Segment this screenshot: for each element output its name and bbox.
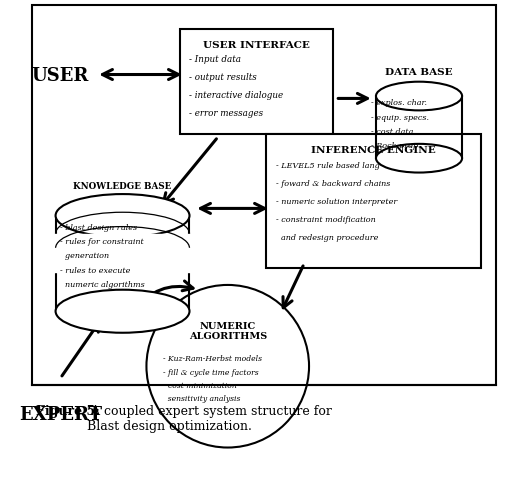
FancyBboxPatch shape	[376, 97, 462, 159]
Text: - rules for constraint: - rules for constraint	[60, 238, 144, 246]
Text: - cost minimization: - cost minimization	[163, 381, 237, 389]
FancyBboxPatch shape	[32, 6, 495, 385]
Text: - error messages: - error messages	[189, 109, 264, 118]
Text: - explos. char.: - explos. char.	[371, 99, 427, 107]
Text: - foward & backward chains: - foward & backward chains	[276, 180, 390, 187]
Text: - cost data: - cost data	[371, 128, 413, 136]
Text: USER INTERFACE: USER INTERFACE	[203, 40, 310, 49]
Text: and redesign procedure: and redesign procedure	[276, 234, 378, 242]
Ellipse shape	[55, 195, 189, 238]
Text: - Input data: - Input data	[189, 55, 242, 64]
Text: - Kuz-Ram-Herbst models: - Kuz-Ram-Herbst models	[163, 355, 262, 362]
Ellipse shape	[55, 290, 189, 333]
Text: - blast design rules: - blast design rules	[60, 223, 137, 231]
FancyBboxPatch shape	[180, 30, 333, 135]
Text: A coupled expert system structure for
Blast design optimization.: A coupled expert system structure for Bl…	[87, 405, 331, 432]
Text: - equip. specs.: - equip. specs.	[371, 114, 429, 121]
Text: - Rock prop.: - Rock prop.	[371, 142, 421, 150]
Text: EXPERT: EXPERT	[19, 405, 102, 423]
Ellipse shape	[376, 144, 462, 173]
Text: NUMERIC
ALGORITHMS: NUMERIC ALGORITHMS	[189, 321, 267, 340]
Text: - output results: - output results	[189, 73, 257, 82]
Text: - interactive dialogue: - interactive dialogue	[189, 91, 284, 100]
Text: - numeric solution interpreter: - numeric solution interpreter	[276, 198, 397, 205]
FancyBboxPatch shape	[55, 216, 189, 312]
Text: Figure 5:: Figure 5:	[37, 405, 100, 418]
Text: - rules to execute: - rules to execute	[60, 266, 131, 274]
Text: KNOWLEDGE BASE: KNOWLEDGE BASE	[73, 182, 172, 191]
Text: numeric algorithms: numeric algorithms	[60, 281, 145, 288]
Text: - fill & cycle time factors: - fill & cycle time factors	[163, 368, 259, 376]
Text: DATA BASE: DATA BASE	[385, 68, 453, 77]
Text: - LEVEL5 rule based lang: - LEVEL5 rule based lang	[276, 161, 379, 169]
Text: generation: generation	[60, 252, 110, 260]
Circle shape	[146, 285, 309, 447]
Text: - constraint modification: - constraint modification	[276, 216, 375, 224]
Text: sensitivity analysis: sensitivity analysis	[163, 395, 240, 403]
FancyBboxPatch shape	[266, 135, 481, 269]
Text: INFERENCE ENGINE: INFERENCE ENGINE	[311, 145, 436, 155]
Text: USER: USER	[32, 66, 89, 84]
Ellipse shape	[376, 83, 462, 111]
